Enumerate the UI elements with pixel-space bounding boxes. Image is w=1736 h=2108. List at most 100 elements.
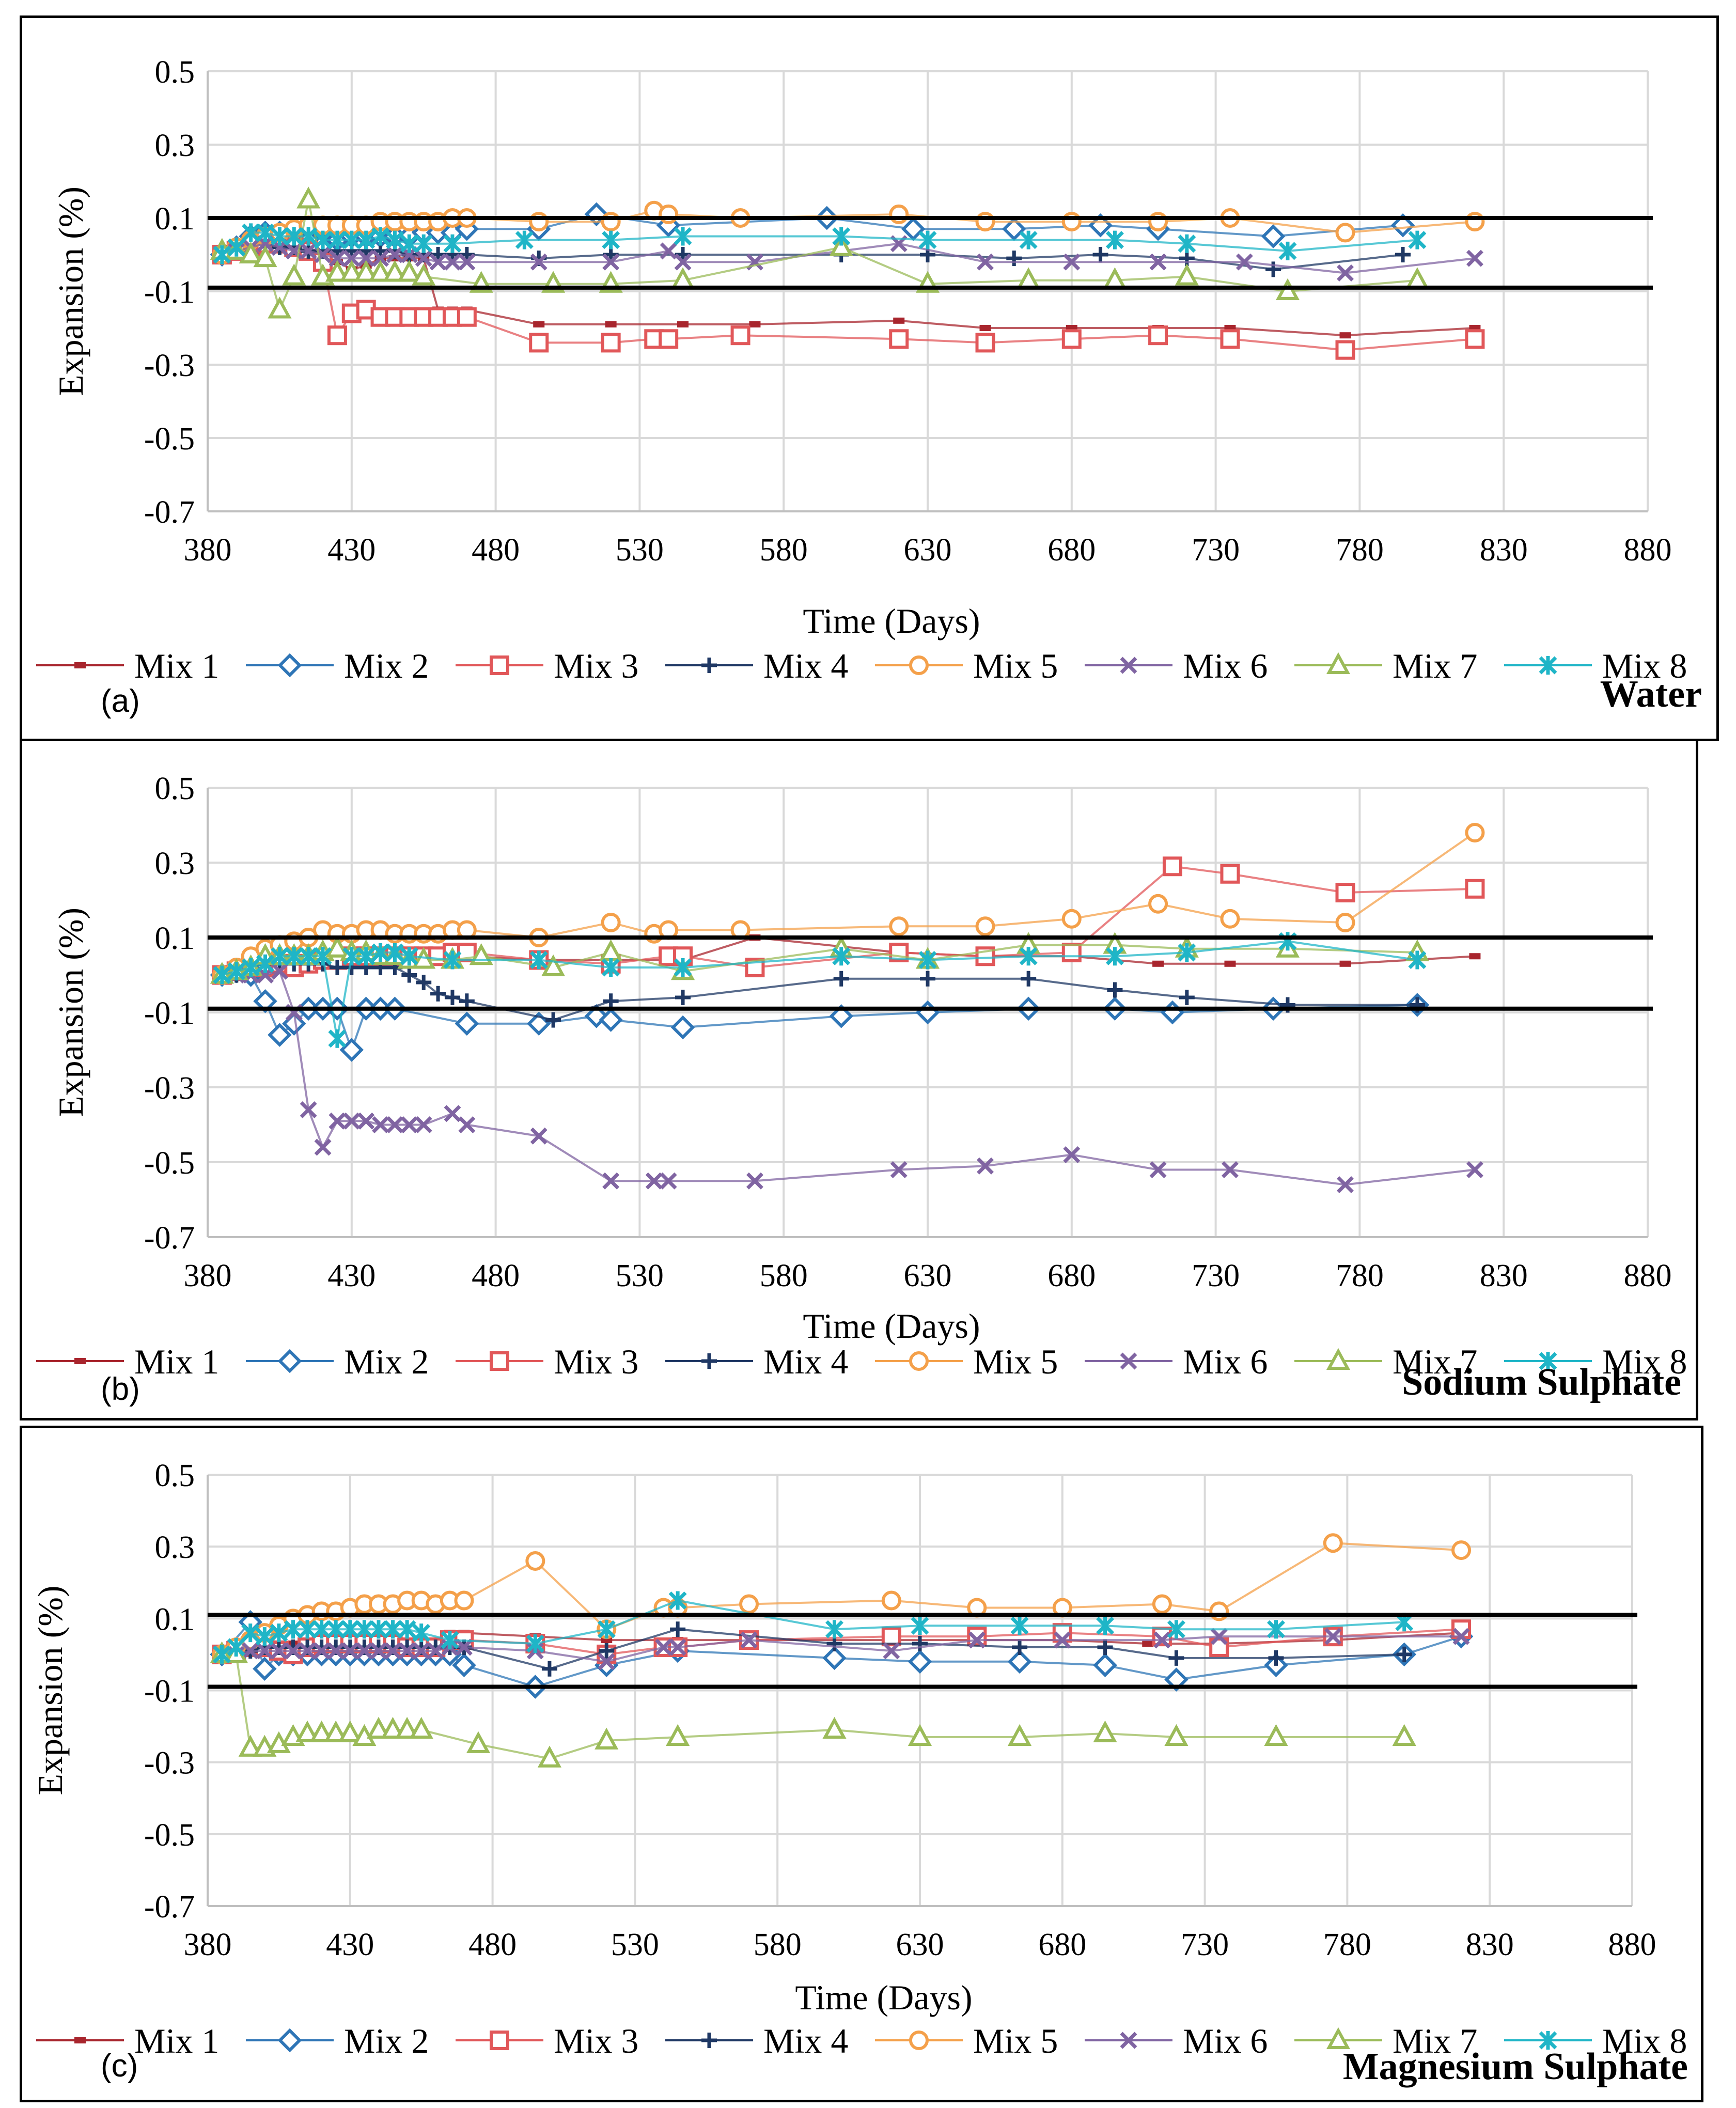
- legend-label: Mix 8: [1602, 646, 1687, 685]
- data-point: [541, 954, 566, 976]
- data-point: [890, 1161, 908, 1178]
- legend-marker: [909, 2031, 929, 2050]
- data-point: [282, 263, 306, 286]
- y-tick-label: -0.5: [144, 1146, 195, 1181]
- data-point: [603, 993, 619, 1009]
- data-point: [515, 230, 534, 249]
- data-point: [255, 1627, 274, 1646]
- data-point: [1222, 1161, 1239, 1178]
- data-point: [395, 1716, 419, 1739]
- data-point: [529, 212, 549, 232]
- data-point: [749, 321, 761, 327]
- x-tick-label: 480: [472, 1258, 520, 1293]
- y-tick-label: -0.5: [144, 1818, 195, 1853]
- data-point: [1465, 823, 1485, 842]
- data-point: [300, 242, 317, 260]
- data-point: [602, 958, 620, 977]
- data-point: [371, 227, 390, 246]
- legend-item: Mix 3: [456, 1342, 638, 1381]
- legend-item: Mix 4: [665, 1342, 848, 1381]
- data-point: [227, 1638, 245, 1657]
- y-tick-label: -0.1: [144, 275, 195, 310]
- data-point: [371, 943, 390, 962]
- data-point: [213, 245, 231, 264]
- data-point: [400, 1116, 418, 1133]
- data-point: [285, 227, 303, 246]
- legend-label: Mix 1: [134, 2021, 219, 2060]
- data-point: [746, 1172, 763, 1190]
- legend-label: Mix 6: [1183, 646, 1268, 685]
- data-point: [1092, 247, 1108, 262]
- data-point: [372, 249, 389, 267]
- data-point: [666, 1724, 690, 1746]
- data-point: [1061, 212, 1082, 232]
- data-point: [1093, 1653, 1117, 1678]
- data-point: [327, 1642, 345, 1660]
- data-point: [253, 245, 277, 268]
- legend-item: Mix 2: [246, 2021, 429, 2060]
- x-tick-label: 680: [1038, 1927, 1086, 1962]
- legend-label: Mix 1: [134, 646, 219, 685]
- legend-item: Mix 5: [875, 1342, 1058, 1381]
- data-point: [908, 1649, 932, 1674]
- data-point: [1142, 1641, 1154, 1647]
- y-tick-label: -0.1: [144, 1674, 195, 1709]
- data-point: [355, 1642, 373, 1660]
- y-tick-label: 0.5: [155, 1458, 195, 1493]
- x-tick-label: 830: [1480, 1258, 1528, 1293]
- data-point: [213, 965, 231, 985]
- data-point: [325, 260, 349, 282]
- legend-item: Mix 7: [1294, 2021, 1477, 2060]
- y-tick-label: 0.5: [155, 771, 195, 806]
- y-tick-label: -0.7: [144, 495, 195, 530]
- data-point: [1220, 864, 1240, 884]
- data-point: [822, 1646, 847, 1670]
- legend-marker: [701, 658, 717, 673]
- chart-0: [207, 70, 1653, 512]
- legend-label: Mix 7: [1393, 646, 1477, 685]
- data-point: [912, 1636, 928, 1652]
- legend-label: Mix 5: [973, 2021, 1058, 2060]
- data-point: [1105, 947, 1124, 966]
- data-point: [429, 253, 447, 271]
- legend-item: Mix 6: [1085, 646, 1268, 685]
- data-point: [1006, 251, 1022, 267]
- data-point: [1096, 1616, 1115, 1635]
- data-point: [602, 230, 620, 249]
- data-point: [833, 971, 849, 987]
- data-point: [341, 1642, 359, 1660]
- data-point: [889, 329, 909, 349]
- data-point: [1016, 267, 1041, 289]
- data-point: [368, 260, 393, 282]
- data-point: [427, 1642, 444, 1660]
- data-point: [338, 1720, 362, 1742]
- data-point: [1012, 1639, 1028, 1655]
- data-point: [412, 263, 436, 286]
- data-point: [458, 253, 476, 271]
- data-point: [977, 1157, 994, 1175]
- data-point: [455, 1011, 479, 1036]
- data-point: [300, 1101, 317, 1118]
- data-point: [889, 916, 909, 936]
- data-point: [1264, 1724, 1288, 1746]
- legend-marker: [909, 655, 929, 675]
- data-point: [1339, 960, 1351, 967]
- legend-item: Mix 6: [1085, 1342, 1268, 1381]
- data-point: [1107, 982, 1123, 998]
- data-point: [1093, 1720, 1117, 1742]
- legend-label: Mix 4: [763, 2021, 848, 2060]
- panel-label: (a): [101, 683, 140, 719]
- data-point: [1335, 223, 1355, 243]
- data-point: [386, 246, 403, 263]
- legend-item: Mix 7: [1294, 646, 1477, 685]
- legend-label: Mix 3: [554, 1342, 638, 1381]
- data-point: [443, 950, 462, 970]
- data-point: [444, 990, 460, 1005]
- data-point: [430, 986, 446, 1002]
- data-point: [242, 1642, 259, 1660]
- data-point: [602, 1172, 620, 1190]
- legend-item: Mix 4: [665, 646, 848, 685]
- data-point: [444, 253, 461, 271]
- data-point: [1335, 913, 1355, 932]
- data-point: [1175, 263, 1199, 286]
